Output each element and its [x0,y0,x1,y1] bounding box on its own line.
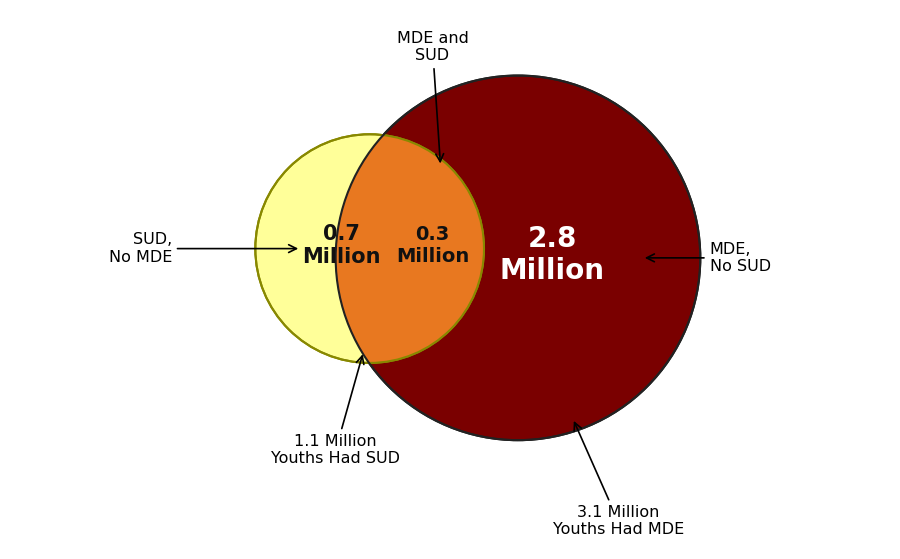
Text: 1.1 Million
Youths Had SUD: 1.1 Million Youths Had SUD [271,356,400,466]
Text: 3.1 Million
Youths Had MDE: 3.1 Million Youths Had MDE [553,423,684,538]
Text: 0.7
Million: 0.7 Million [302,224,381,267]
Text: MDE and
SUD: MDE and SUD [397,31,469,162]
Circle shape [256,134,484,363]
Circle shape [256,134,484,363]
Text: MDE,
No SUD: MDE, No SUD [646,241,770,274]
Text: 2.8
Million: 2.8 Million [500,225,605,285]
Circle shape [336,75,700,440]
Text: 0.3
Million: 0.3 Million [396,225,469,266]
Text: SUD,
No MDE: SUD, No MDE [109,233,296,265]
